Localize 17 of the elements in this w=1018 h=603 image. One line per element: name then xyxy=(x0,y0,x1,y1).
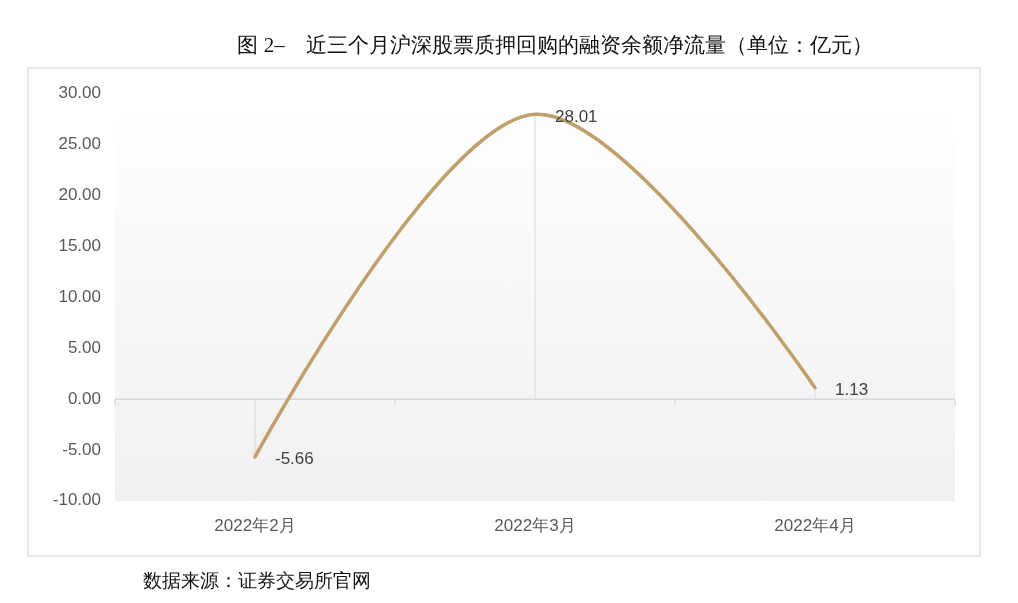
source-note: 数据来源：证券交易所官网 xyxy=(143,570,371,591)
y-tick-label: 30.00 xyxy=(58,83,101,103)
x-tick-label: 2022年3月 xyxy=(494,516,576,536)
data-label: -5.66 xyxy=(275,449,314,469)
y-tick-label: 15.00 xyxy=(58,236,101,256)
y-tick-label: 0.00 xyxy=(67,388,101,408)
y-tick-label: 25.00 xyxy=(58,134,101,154)
x-tick-label: 2022年2月 xyxy=(214,516,296,536)
y-tick-label: -10.00 xyxy=(52,490,101,510)
y-tick-label: 5.00 xyxy=(67,337,101,357)
chart-title: 图 2– 近三个月沪深股票质押回购的融资余额净流量（单位：亿元） xyxy=(237,33,873,57)
data-label: 1.13 xyxy=(835,380,869,400)
x-tick-label: 2022年4月 xyxy=(774,516,856,536)
y-tick-label: 10.00 xyxy=(58,286,101,306)
y-tick-label: -5.00 xyxy=(62,439,101,459)
y-tick-label: 20.00 xyxy=(58,185,101,205)
data-label: 28.01 xyxy=(555,106,598,126)
